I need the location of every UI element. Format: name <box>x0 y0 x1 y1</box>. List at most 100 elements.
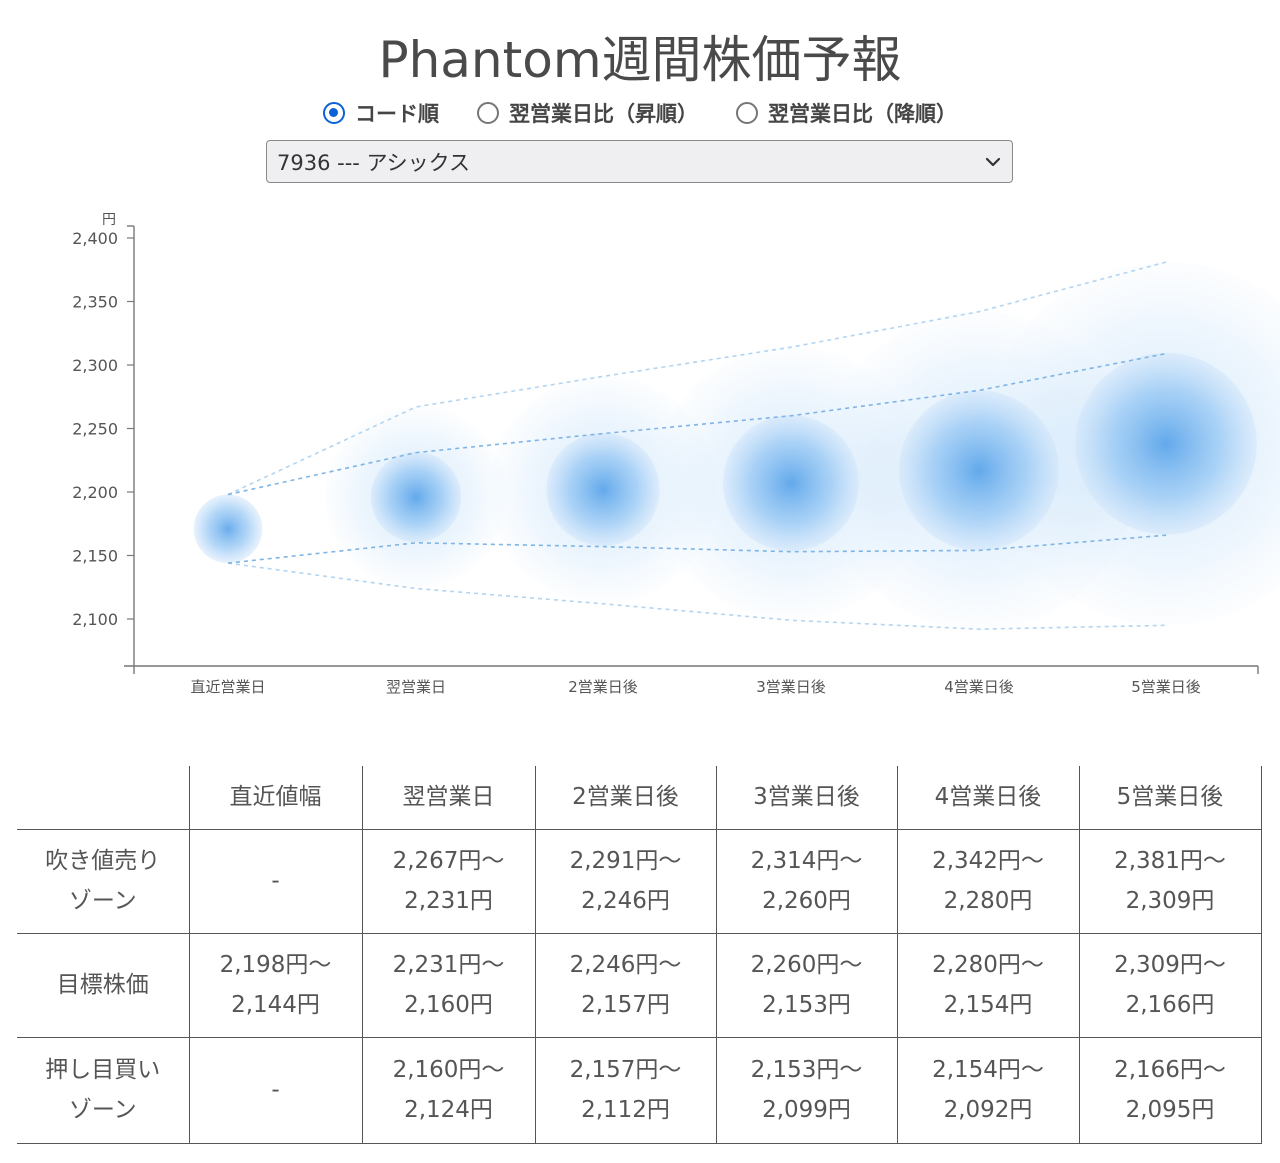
outer-upper-line <box>227 261 1167 496</box>
table-cell: 2,342円～ 2,280円 <box>896 828 1080 934</box>
row-label-line: 目標株価 <box>56 972 149 998</box>
table-cell-line: 2,154円～ <box>932 1057 1044 1083</box>
table-cell-line: 2,291円～ <box>569 848 682 874</box>
row-label-cell: 押し目買い ゾーン <box>17 1036 190 1144</box>
table-header-cell: 直近値幅 <box>188 766 363 830</box>
table-cell: 2,314円～ 2,260円 <box>715 828 898 934</box>
target-bubble <box>546 432 660 546</box>
y-tick-label: 2,250 <box>72 420 118 439</box>
row-label-line: ゾーン <box>68 1097 137 1123</box>
table-cell-line: - <box>271 868 280 894</box>
y-tick-label: 2,100 <box>72 610 118 629</box>
table-cell: 2,381円～ 2,309円 <box>1078 828 1262 934</box>
table-cell-line: 2,231円～ <box>392 952 505 978</box>
table-cell-line: 2,095円 <box>1125 1097 1215 1123</box>
sort-option-label: 翌営業日比（降順） <box>768 102 957 126</box>
x-tick-label: 2営業日後 <box>568 678 638 696</box>
table-cell-line: 2,231円 <box>404 888 493 914</box>
target-bubble <box>370 451 462 543</box>
x-tick-label: 直近営業日 <box>190 678 265 696</box>
x-tick-label: 5営業日後 <box>1131 678 1201 696</box>
table-row: 押し目買い ゾーン - 2,160円～ 2,124円 2,157円～ 2,112円 2,153… <box>17 1036 1262 1144</box>
y-axis-unit-label: 円 <box>102 212 116 228</box>
table-cell-line: 2,166円 <box>1125 992 1215 1018</box>
table-header-cell: 2営業日後 <box>534 766 717 830</box>
table-cell-line: 2,280円 <box>943 888 1033 914</box>
sort-option-next-day-desc[interactable]: 翌営業日比（降順） <box>736 98 957 128</box>
target-bubble <box>723 415 859 552</box>
table-cell-line: 2,099円 <box>762 1097 851 1123</box>
table-header-cell: 4営業日後 <box>896 766 1080 830</box>
table-header-cell <box>17 766 190 830</box>
table-cell-line: 2,157円 <box>581 992 670 1018</box>
y-tick-label: 2,350 <box>72 293 118 312</box>
table-cell-line: 2,314円～ <box>750 848 863 874</box>
target-bubble <box>898 390 1060 551</box>
table-cell-line: 2,124円 <box>404 1097 493 1123</box>
sort-option-code[interactable]: コード順 <box>323 98 439 128</box>
table-cell-line: 2,280円～ <box>932 952 1044 978</box>
page-title: Phantom週間株価予報 <box>378 31 902 89</box>
table-cell: 2,291円～ 2,246円 <box>534 828 717 934</box>
table-cell-line: 2,309円～ <box>1114 952 1226 978</box>
table-cell: 2,157円～ 2,112円 <box>534 1036 717 1144</box>
stock-select[interactable]: 7936 --- アシックス <box>266 140 1013 183</box>
x-tick-label: 翌営業日 <box>386 678 446 696</box>
y-tick-label: 2,150 <box>72 547 118 566</box>
outer-lower-line <box>227 562 1167 630</box>
table-cell-line: 2,160円～ <box>392 1057 505 1083</box>
table-cell-line: 2,153円 <box>762 992 851 1018</box>
radio-unchecked-icon[interactable] <box>736 102 758 124</box>
sort-option-next-day-asc[interactable]: 翌営業日比（昇順） <box>477 98 698 128</box>
table-cell: 2,246円～ 2,157円 <box>534 932 717 1038</box>
y-tick-label: 2,200 <box>72 483 118 502</box>
table-cell: 2,231円～ 2,160円 <box>361 932 536 1038</box>
table-cell-line: 2,092円 <box>943 1097 1033 1123</box>
x-tick-label: 4営業日後 <box>944 678 1014 696</box>
table-cell-line: - <box>271 1077 280 1103</box>
y-tick-label: 2,400 <box>72 229 118 248</box>
target-upper-line <box>227 352 1167 496</box>
table-cell: 2,153円～ 2,099円 <box>715 1036 898 1144</box>
table-cell-line: 2,144円 <box>231 992 320 1018</box>
table-cell: 2,166円～ 2,095円 <box>1078 1036 1262 1144</box>
table-cell-line: 2,246円～ <box>569 952 682 978</box>
table-cell-line: 2,154円 <box>943 992 1033 1018</box>
radio-checked-icon[interactable] <box>323 102 345 124</box>
table-header-cell: 5営業日後 <box>1078 766 1262 830</box>
y-tick-label: 2,300 <box>72 356 118 375</box>
sort-option-label: 翌営業日比（昇順） <box>509 102 698 126</box>
radio-unchecked-icon[interactable] <box>477 102 499 124</box>
forecast-chart: 円 2,100 2,150 2,200 2,250 2,300 2,350 2,400 直近営業… <box>72 212 1280 696</box>
table-cell-line: 2,260円～ <box>750 952 863 978</box>
table-row: 目標株価 2,198円～ 2,144円 2,231円～ 2,160円 2,246円～ 2,1… <box>17 932 1262 1038</box>
table-cell: 2,267円～ 2,231円 <box>361 828 536 934</box>
table-cell-line: 2,166円～ <box>1114 1057 1226 1083</box>
row-label-line: ゾーン <box>68 888 137 914</box>
table-cell: - <box>188 1036 363 1144</box>
sort-option-label: コード順 <box>355 102 439 126</box>
x-tick-label: 3営業日後 <box>756 678 826 696</box>
table-header-cell: 翌営業日 <box>361 766 536 830</box>
table-header-row: 直近値幅 翌営業日 2営業日後 3営業日後 4営業日後 5営業日後 <box>17 766 1262 830</box>
table-cell-line: 2,381円～ <box>1114 848 1226 874</box>
table-cell: 2,260円～ 2,153円 <box>715 932 898 1038</box>
table-cell: 2,280円～ 2,154円 <box>896 932 1080 1038</box>
table-cell-line: 2,246円 <box>581 888 670 914</box>
row-label-cell: 目標株価 <box>17 932 190 1038</box>
table-cell-line: 2,342円～ <box>932 848 1044 874</box>
table-cell: 2,198円～ 2,144円 <box>188 932 363 1038</box>
chevron-down-icon <box>985 157 1001 167</box>
target-bubble <box>1075 352 1257 535</box>
table-header-cell: 3営業日後 <box>715 766 898 830</box>
table-cell-line: 2,309円 <box>1125 888 1215 914</box>
table-cell-line: 2,260円 <box>762 888 851 914</box>
table-cell: - <box>188 828 363 934</box>
target-bubble <box>193 494 263 564</box>
table-row: 吹き値売り ゾーン - 2,267円～ 2,231円 2,291円～ 2,246円 2,314… <box>17 828 1262 934</box>
forecast-table: 直近値幅 翌営業日 2営業日後 3営業日後 4営業日後 5営業日後 吹き値売りゾ… <box>17 766 1262 1144</box>
table-cell: 2,160円～ 2,124円 <box>361 1036 536 1144</box>
table-cell: 2,154円～ 2,092円 <box>896 1036 1080 1144</box>
table-cell-line: 2,112円 <box>581 1097 670 1123</box>
sort-radio-group: コード順 翌営業日比（昇順） 翌営業日比（降順） <box>0 98 1280 128</box>
